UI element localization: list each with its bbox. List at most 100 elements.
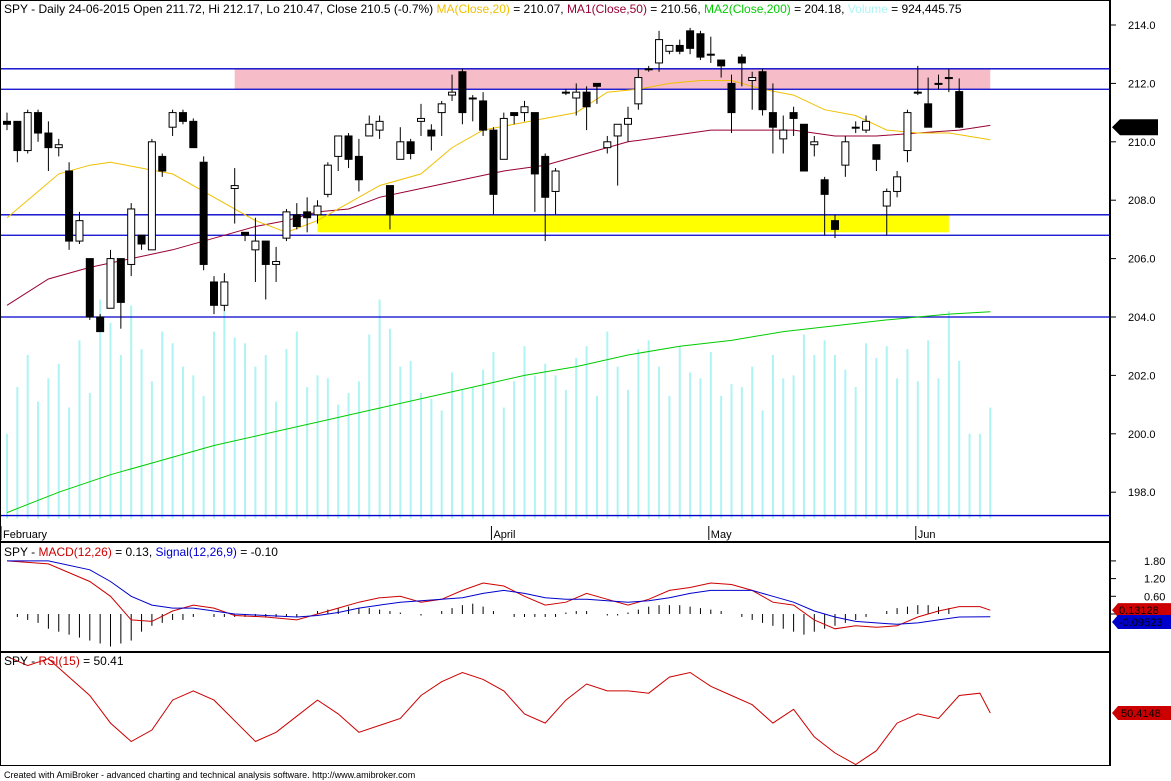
macd-header-sep: -: [28, 545, 39, 559]
signal-label: Signal(12,26,9): [156, 545, 237, 559]
ma200-value: = 204.18,: [791, 2, 845, 16]
candle: [313, 200, 322, 224]
candle: [65, 162, 74, 250]
volume-bar: [316, 375, 319, 519]
candle-body: [178, 112, 187, 122]
volume-bar: [16, 387, 19, 519]
candle-body: [417, 117, 425, 122]
candle: [13, 120, 22, 163]
volume-bar: [99, 299, 102, 519]
ma200-label: MA2(Close,200): [704, 2, 791, 16]
signal-value: = -0.10: [237, 545, 278, 559]
volume-label: Volume: [848, 2, 888, 16]
candle-body: [116, 258, 125, 303]
volume-bar: [6, 433, 8, 519]
candle: [116, 258, 125, 329]
volume-bar: [88, 392, 91, 519]
rsi-header-sep: -: [28, 654, 39, 668]
candle: [934, 74, 943, 90]
candle: [354, 138, 363, 192]
volume-bar: [854, 387, 857, 519]
candle: [85, 258, 94, 320]
candle-body: [479, 100, 488, 131]
volume-bar: [989, 407, 992, 519]
candle: [613, 123, 622, 186]
volume-bar: [658, 366, 661, 519]
candle: [23, 109, 32, 154]
candle-body: [261, 240, 270, 265]
candle-body: [189, 120, 198, 149]
candle: [706, 36, 715, 63]
candle-body: [313, 205, 322, 216]
candle: [624, 106, 632, 142]
volume-bar: [595, 395, 598, 519]
volume-bar: [637, 349, 640, 519]
price-tick-label: 212.0: [1128, 78, 1156, 90]
volume-bar: [668, 395, 671, 519]
candle-body: [199, 161, 208, 265]
candle: [924, 77, 933, 128]
candle: [34, 109, 43, 142]
candle: [489, 127, 498, 215]
candle: [655, 30, 664, 72]
candle: [872, 144, 881, 171]
volume-bar: [564, 390, 567, 519]
candle: [499, 112, 508, 160]
candle: [758, 68, 767, 116]
macd-tick-label: 1.20: [1144, 574, 1165, 586]
candle: [634, 68, 643, 110]
price-tick-label: 198.0: [1128, 487, 1156, 499]
footer-credit: Created with AmiBroker - advanced charti…: [4, 770, 415, 780]
candle-body: [323, 164, 332, 195]
candle: [530, 112, 539, 212]
candle-body: [489, 129, 498, 195]
price-tick-label: 206.0: [1128, 254, 1156, 266]
volume-bar: [958, 360, 961, 519]
signal-last-marker: [1112, 614, 1171, 629]
rsi-line: [6, 655, 991, 766]
candle: [199, 156, 208, 271]
price-tick-label: 208.0: [1128, 195, 1156, 207]
candle: [955, 78, 964, 129]
x-tick-label: April: [493, 529, 515, 541]
price-header: SPY - Daily 24-06-2015 Open 211.72, Hi 2…: [4, 2, 962, 16]
rsi-last-marker: [1112, 705, 1171, 720]
volume-bar: [513, 381, 516, 519]
volume-bar: [264, 354, 267, 519]
candle-body: [530, 112, 539, 175]
resistance-zone: [234, 68, 991, 90]
candle: [820, 176, 829, 236]
candle: [292, 203, 301, 230]
volume-bar: [388, 328, 391, 519]
candle: [385, 185, 394, 230]
candle: [458, 68, 467, 125]
volume-bar: [802, 334, 805, 519]
volume-bar: [109, 322, 112, 519]
candle-body: [510, 112, 519, 117]
volume-bar: [875, 357, 878, 519]
volume-bar: [482, 369, 485, 519]
candle: [375, 115, 384, 139]
volume-bar: [627, 390, 629, 519]
volume-bar: [544, 363, 547, 519]
volume-bar: [451, 372, 454, 519]
volume-bar: [171, 343, 174, 519]
volume-bar: [834, 354, 836, 519]
volume-bar: [751, 366, 754, 519]
price-tick-label: 200.0: [1128, 429, 1156, 441]
volume-bar: [368, 334, 371, 519]
candle-body: [220, 281, 229, 306]
volume-bar: [823, 340, 826, 519]
candle-body: [448, 91, 457, 96]
volume-bar: [492, 352, 495, 519]
volume-bar: [689, 372, 692, 519]
candle-body: [106, 258, 115, 309]
candle-body: [44, 132, 53, 149]
candle: [417, 103, 425, 136]
candle-body: [924, 103, 933, 128]
candle: [748, 71, 757, 110]
volume-bar: [471, 387, 474, 519]
candle-body: [499, 117, 508, 160]
candle-body: [541, 155, 550, 198]
candle: [675, 39, 684, 55]
